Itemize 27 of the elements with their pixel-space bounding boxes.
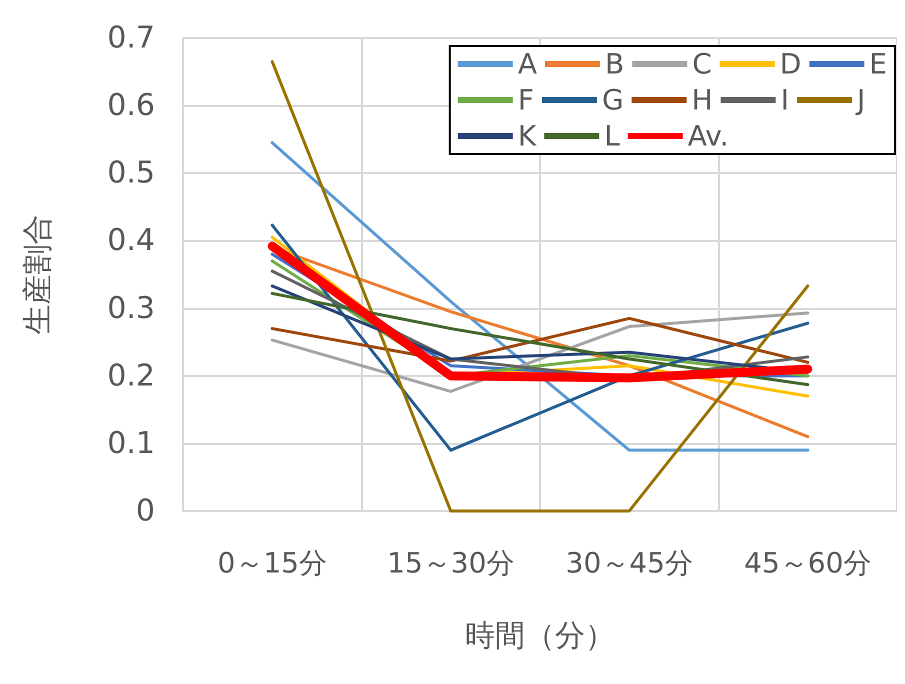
legend-label: C xyxy=(692,48,712,80)
x-tick-label: 30～45分 xyxy=(566,546,693,580)
legend-label: E xyxy=(869,48,888,80)
y-tick-label: 0.5 xyxy=(107,156,155,191)
x-tick-label: 45～60分 xyxy=(744,546,872,580)
x-tick-label: 0～15分 xyxy=(218,546,327,580)
y-axis-title: 生産割合 xyxy=(20,214,56,334)
legend-label: G xyxy=(602,84,624,116)
y-tick-label: 0.3 xyxy=(107,290,155,326)
legend-label: L xyxy=(604,120,620,152)
y-tick-label: 0.1 xyxy=(107,426,155,461)
y-tick-label: 0.6 xyxy=(107,88,155,124)
x-tick-label: 15～30分 xyxy=(387,546,514,580)
y-tick-label: 0 xyxy=(136,494,155,528)
y-tick-label: 0.4 xyxy=(107,223,155,258)
legend-label: D xyxy=(780,48,802,80)
legend-label: Av. xyxy=(688,120,729,152)
y-tick-label: 0.7 xyxy=(107,20,155,56)
legend-label: I xyxy=(780,84,789,116)
legend-label: K xyxy=(518,120,537,152)
x-axis-title: 時間（分） xyxy=(465,618,615,654)
legend-label: J xyxy=(854,84,866,116)
y-tick-label: 0.2 xyxy=(107,358,155,394)
legend-label: A xyxy=(518,48,537,80)
legend-label: H xyxy=(692,84,713,116)
legend-label: B xyxy=(604,48,624,80)
legend-label: F xyxy=(518,84,534,116)
